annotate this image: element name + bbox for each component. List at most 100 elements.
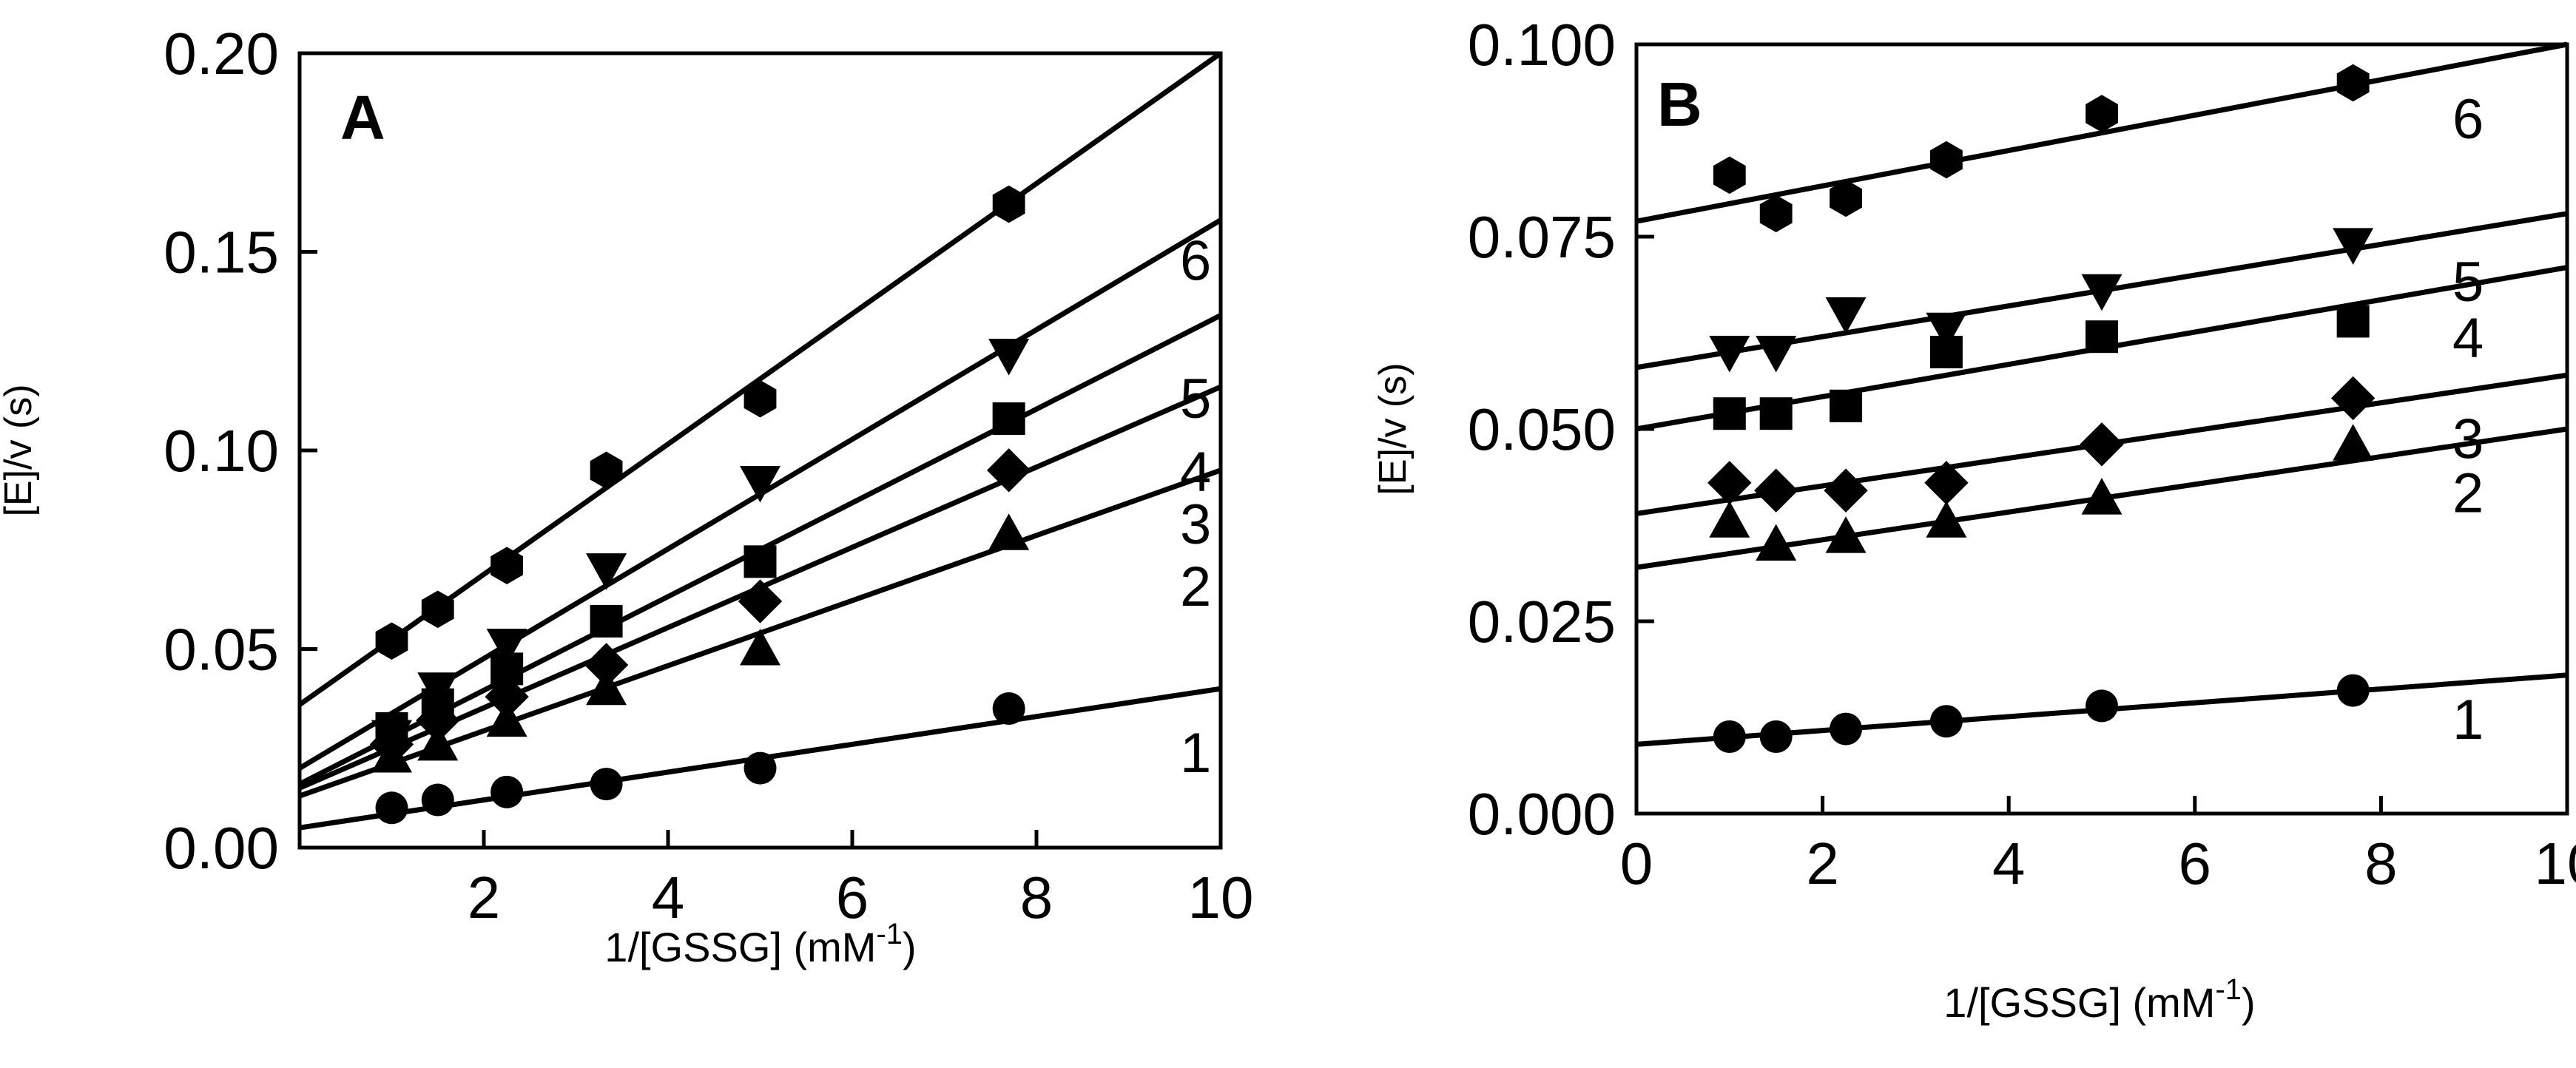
data-point-series-3	[1824, 468, 1868, 513]
data-point-series-5	[417, 672, 459, 709]
x-tick-label: 10	[1188, 865, 1254, 930]
x-tick-label: 6	[2179, 831, 2212, 896]
data-point-series-4	[1830, 389, 1863, 422]
data-point-series-3	[584, 643, 629, 687]
data-point-series-5	[1756, 336, 1797, 373]
data-point-series-6	[2086, 95, 2118, 132]
x-tick-label: 10	[2535, 831, 2576, 896]
x-axis-label-tail: )	[903, 924, 917, 970]
fit-line-6	[1636, 41, 2568, 224]
data-point-series-5	[1825, 297, 1867, 334]
series-label-6: 6	[2452, 88, 2484, 151]
y-tick-label: 0.15	[163, 220, 279, 285]
data-point-series-2	[1756, 524, 1797, 561]
data-point-series-1	[1759, 720, 1793, 753]
x-axis-label-tail: )	[2242, 979, 2256, 1026]
series-label-2: 2	[1180, 555, 1211, 618]
data-point-series-5	[1926, 312, 1967, 350]
data-point-series-4	[1759, 397, 1793, 430]
data-point-series-1	[2086, 689, 2118, 723]
data-point-series-6	[375, 622, 408, 660]
series-label-5: 5	[2452, 251, 2484, 314]
x-axis-label-main: 1/[GSSG] (mM	[1943, 979, 2215, 1026]
data-point-series-5	[371, 720, 412, 757]
data-point-series-2	[2333, 424, 2374, 461]
panel-label: A	[340, 83, 385, 152]
y-tick-label: 0.100	[1468, 12, 1616, 78]
data-point-series-2	[1709, 501, 1750, 538]
data-point-series-3	[1754, 468, 1798, 513]
data-point-series-5	[988, 339, 1030, 376]
data-point-series-4	[2086, 320, 2118, 354]
data-point-series-1	[1929, 705, 1963, 738]
data-point-series-6	[992, 185, 1025, 223]
data-point-series-3	[2330, 376, 2376, 421]
data-point-series-6	[1713, 156, 1746, 195]
data-point-series-6	[421, 590, 454, 629]
panel-label: B	[1657, 70, 1702, 139]
data-point-series-4	[744, 545, 777, 578]
x-axis-label: 1/[GSSG] (mM-1)	[1943, 973, 2255, 1026]
data-point-series-1	[590, 768, 623, 801]
fit-line-6	[297, 51, 1223, 707]
y-tick-label: 0.10	[163, 418, 279, 484]
x-tick-label: 4	[652, 865, 685, 930]
x-tick-label: 2	[468, 865, 501, 930]
data-point-series-3	[738, 579, 783, 623]
series-label-6: 6	[1180, 230, 1211, 293]
data-point-series-1	[1713, 720, 1746, 753]
series-label-4: 4	[2452, 307, 2484, 370]
data-point-series-4	[590, 604, 623, 638]
data-point-series-6	[1830, 179, 1862, 217]
data-point-series-1	[1830, 712, 1863, 746]
data-point-series-6	[490, 547, 524, 585]
data-point-series-5	[486, 629, 527, 666]
data-point-series-5	[2333, 228, 2374, 265]
x-tick-label: 0	[1620, 831, 1653, 896]
y-tick-label: 0.00	[163, 815, 279, 881]
data-point-series-3	[1707, 461, 1752, 505]
data-point-series-1	[490, 775, 524, 808]
data-point-series-2	[988, 513, 1030, 550]
data-point-series-2	[1825, 516, 1867, 553]
series-label-4: 4	[1180, 441, 1211, 504]
data-point-series-6	[2336, 64, 2370, 102]
data-point-series-5	[1709, 336, 1750, 373]
data-point-series-6	[1759, 195, 1793, 233]
data-point-series-2	[1926, 501, 1967, 538]
data-point-series-2	[740, 629, 780, 666]
data-point-series-5	[586, 553, 627, 590]
y-axis-label: [E]/v (s)	[1372, 362, 1415, 495]
data-point-series-6	[590, 451, 623, 490]
data-point-series-3	[986, 448, 1031, 493]
panel-a: 0.00 0.05 0.10 0.15 0.20 2 4 6 8 10 A [E]/v (s) 1/[G…	[0, 21, 1253, 970]
x-tick-label: 8	[2364, 831, 2398, 896]
data-point-series-1	[375, 791, 408, 825]
data-point-series-6	[744, 379, 777, 418]
data-point-series-1	[2336, 674, 2370, 707]
x-tick-label: 8	[1020, 865, 1053, 930]
data-point-series-1	[744, 751, 777, 785]
data-point-series-3	[2080, 422, 2124, 467]
data-point-series-5	[2081, 274, 2122, 311]
y-tick-label: 0.025	[1468, 589, 1616, 655]
series-label-1: 1	[2452, 689, 2484, 751]
y-tick-label: 0.075	[1468, 204, 1616, 270]
y-tick-label: 0.000	[1468, 781, 1616, 847]
x-tick-label: 2	[1806, 831, 1839, 896]
x-tick-label: 6	[836, 865, 869, 930]
series-label-3: 3	[2452, 408, 2484, 471]
x-axis-label-sup: -1	[876, 918, 903, 950]
data-point-series-1	[992, 692, 1025, 726]
y-tick-label: 0.20	[163, 21, 279, 87]
data-point-series-1	[421, 783, 454, 817]
series-label-3: 3	[1180, 493, 1211, 556]
data-point-series-4	[2336, 305, 2370, 338]
panel-b: 0.000 0.025 0.050 0.075 0.100 0 2 4 6 8 10 B [E]/v (…	[1372, 12, 2576, 1026]
series-label-1: 1	[1180, 722, 1211, 785]
x-axis-label-sup: -1	[2215, 973, 2242, 1006]
data-point-series-3	[1924, 461, 1969, 505]
y-axis-label: [E]/v (s)	[0, 384, 40, 516]
y-tick-label: 0.05	[163, 617, 279, 683]
